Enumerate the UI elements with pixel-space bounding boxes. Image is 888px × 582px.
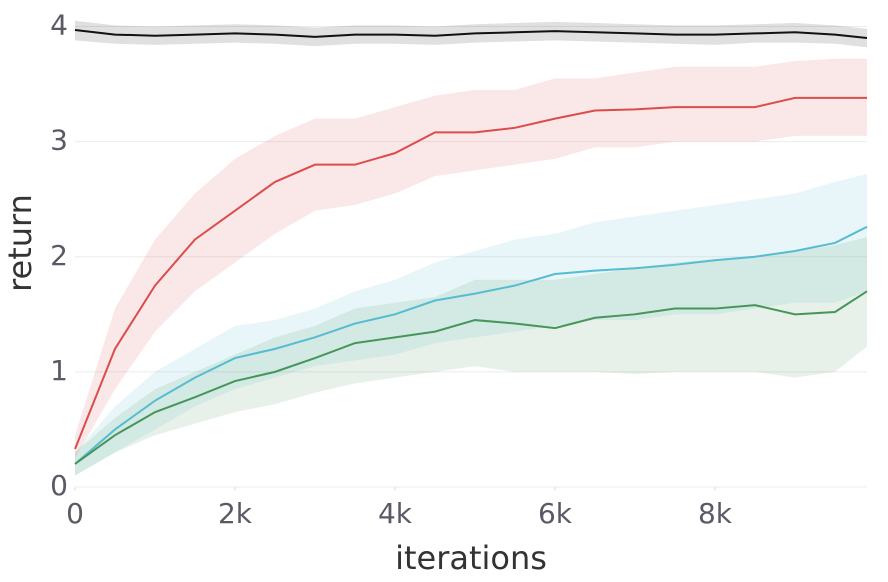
line: [74, 290, 868, 465]
line: [74, 28, 868, 40]
confidence-band: [75, 237, 867, 476]
x-tick-label: 4k: [378, 497, 413, 530]
y-tick-label: 0: [50, 469, 68, 502]
x-tick-label: 8k: [698, 497, 733, 530]
line: [74, 96, 867, 450]
y-tick-label: 2: [50, 239, 68, 272]
x-axis-label: iterations: [395, 539, 547, 577]
x-tick-label: 0: [66, 497, 84, 530]
y-axis-label: return: [1, 194, 39, 292]
line: [74, 225, 868, 465]
y-tick-label: 3: [50, 124, 68, 157]
confidence-band: [75, 173, 867, 476]
y-tick-label: 1: [50, 354, 68, 387]
x-tick-label: 6k: [538, 497, 573, 530]
x-tick-label: 2k: [218, 497, 253, 530]
confidence-band: [75, 58, 867, 459]
y-tick-label: 4: [50, 9, 68, 42]
